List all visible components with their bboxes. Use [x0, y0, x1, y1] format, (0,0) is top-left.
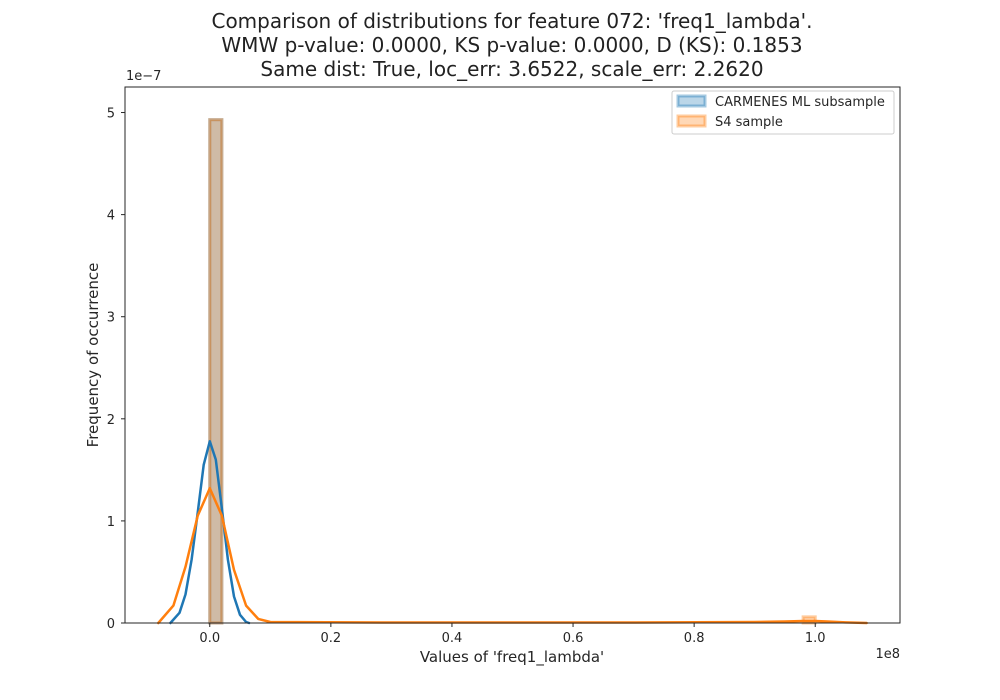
chart-title-line-1: Comparison of distributions for feature …	[211, 9, 812, 33]
y-axis-label: Frequency of occurrence	[84, 263, 102, 448]
y-tick-label: 5	[107, 107, 115, 122]
x-axis-label: Values of 'freq1_lambda'	[420, 648, 604, 667]
plot-frame	[124, 86, 901, 624]
y-tick-label: 2	[107, 413, 115, 428]
x-tick-label: 0.8	[684, 631, 705, 646]
legend-box	[671, 90, 895, 135]
legend-label-carmenes: CARMENES ML subsample	[715, 95, 885, 110]
legend-swatch-carmenes	[676, 94, 707, 108]
x-offset-label: 1e8	[875, 647, 900, 662]
kde-line-series-1	[157, 486, 868, 625]
y-axis-ticks: 0 1 2 3 4 5	[107, 107, 125, 632]
y-tick-label: 3	[107, 311, 115, 326]
y-tick-label: 0	[107, 617, 115, 632]
x-tick-label: 0.6	[563, 631, 584, 646]
x-tick-label: 0.0	[199, 631, 220, 646]
x-axis-ticks: 0.0 0.2 0.4 0.6 0.8 1.0	[199, 623, 826, 646]
histogram-bars	[208, 118, 817, 625]
kde-curves	[157, 440, 868, 625]
legend-label-s4: S4 sample	[715, 115, 783, 130]
legend: CARMENES ML subsample S4 sample	[671, 90, 895, 135]
legend-swatch-s4	[676, 114, 707, 128]
y-offset-label: 1e−7	[126, 69, 161, 84]
x-tick-label: 0.2	[321, 631, 342, 646]
chart-title-line-2: WMW p-value: 0.0000, KS p-value: 0.0000,…	[221, 33, 802, 57]
kde-line-series-0	[169, 440, 251, 625]
x-tick-label: 1.0	[805, 631, 826, 646]
hist-bar-series-1-bin-0	[208, 118, 224, 625]
y-tick-label: 4	[107, 209, 115, 224]
x-tick-label: 0.4	[442, 631, 463, 646]
y-tick-label: 1	[107, 515, 115, 530]
chart-title-line-3: Same dist: True, loc_err: 3.6522, scale_…	[260, 57, 763, 81]
